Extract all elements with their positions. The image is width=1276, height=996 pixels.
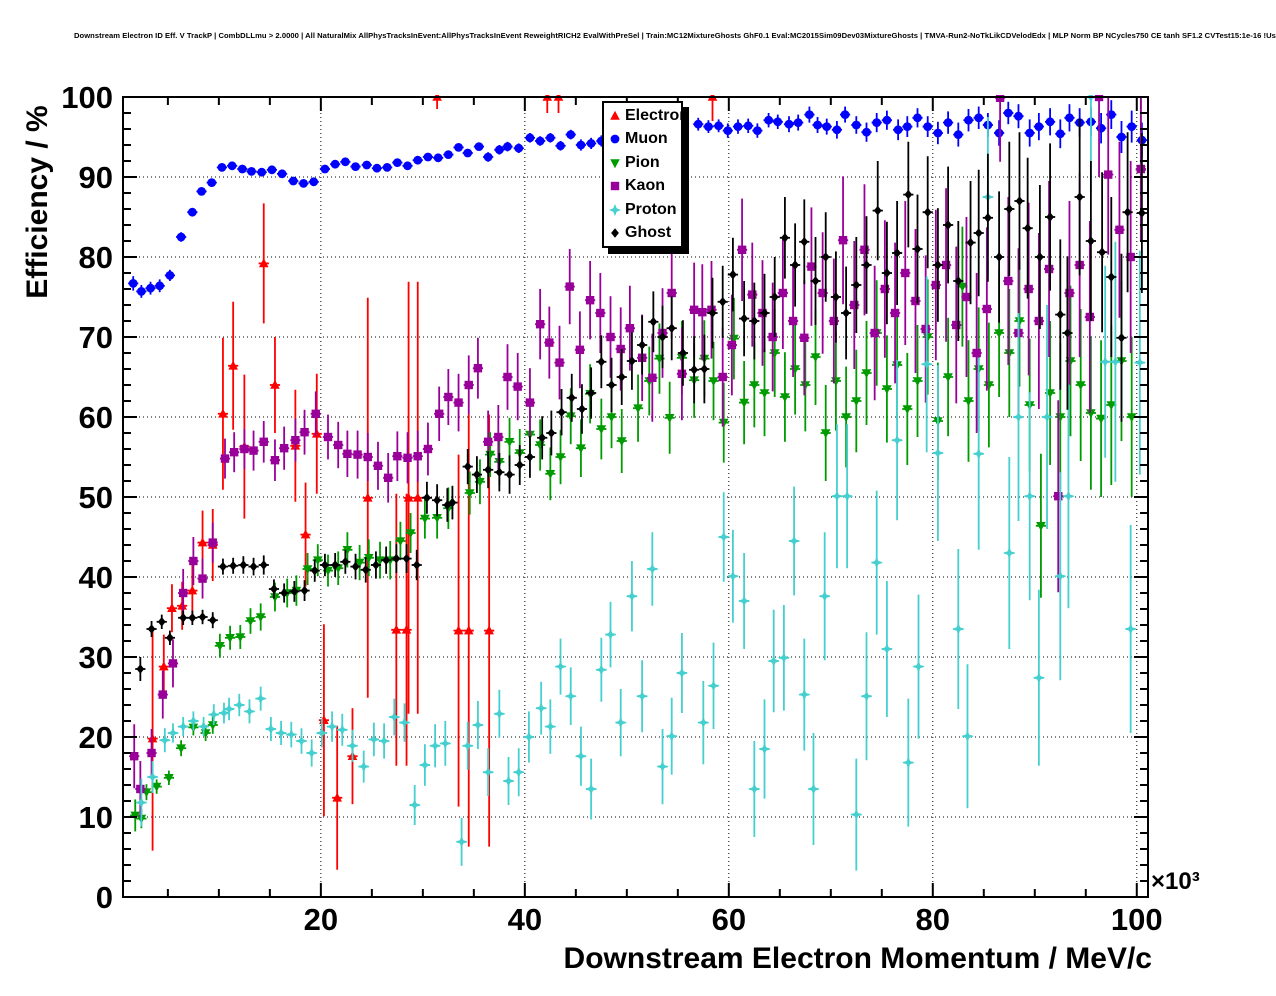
- legend-label: Proton: [625, 200, 677, 218]
- y-tick-label: 90: [79, 160, 113, 195]
- legend-label: Muon: [625, 130, 668, 148]
- legend-label: Pion: [625, 153, 660, 171]
- series-ghost: [135, 118, 1147, 681]
- legend-item-ghost: Ghost: [608, 222, 681, 245]
- legend-item-proton: Proton: [608, 198, 681, 221]
- y-tick-label: 10: [79, 800, 113, 835]
- x-tick-labels: 20 40 60 80 100: [304, 902, 1163, 937]
- y-tick-label: 30: [79, 640, 113, 675]
- proton-marker-icon: [609, 203, 621, 216]
- x-tick-label: 20: [304, 902, 338, 937]
- pion-marker-icon: [610, 158, 620, 168]
- ghost-marker-icon: [611, 228, 619, 239]
- y-tick-label: 100: [61, 80, 113, 115]
- legend-item-pion: Pion: [608, 151, 681, 174]
- y-tick-labels: 0 10 20 30 40 50 60 70 80 90 100: [61, 80, 113, 915]
- legend-item-electron: Electron: [608, 104, 689, 127]
- y-tick-label: 0: [96, 880, 113, 915]
- axis-ticks: [123, 96, 1148, 898]
- x-tick-label: 40: [508, 902, 542, 937]
- legend-item-kaon: Kaon: [608, 175, 681, 198]
- kaon-marker-icon: [610, 182, 620, 191]
- x-tick-label: 80: [916, 902, 950, 937]
- x-tick-label: 60: [712, 902, 746, 937]
- muon-marker-icon: [610, 134, 620, 144]
- legend: Electron Muon Pion Kaon Proton Ghost: [602, 101, 689, 248]
- y-axis-title: Efficiency / %: [21, 105, 54, 298]
- legend-item-muon: Muon: [608, 128, 681, 151]
- x-tick-label: 100: [1111, 902, 1163, 937]
- legend-label: Electron: [625, 106, 690, 124]
- series-pion: [130, 97, 1146, 832]
- y-tick-label: 40: [79, 560, 113, 595]
- x-scale-exponent: ×10³: [1151, 868, 1200, 895]
- y-tick-label: 20: [79, 720, 113, 755]
- electron-marker-icon: [610, 110, 620, 120]
- x-axis-title: Downstream Electron Momentum / MeV/c: [564, 942, 1152, 975]
- y-tick-label: 80: [79, 240, 113, 275]
- legend-label: Ghost: [625, 224, 672, 242]
- y-tick-label: 70: [79, 320, 113, 355]
- legend-label: Kaon: [625, 177, 665, 195]
- y-tick-label: 60: [79, 400, 113, 435]
- series-kaon: [129, 95, 1146, 817]
- y-tick-label: 50: [79, 480, 113, 515]
- plot-title: Downstream Electron ID Eff. V TrackP | C…: [74, 31, 1276, 40]
